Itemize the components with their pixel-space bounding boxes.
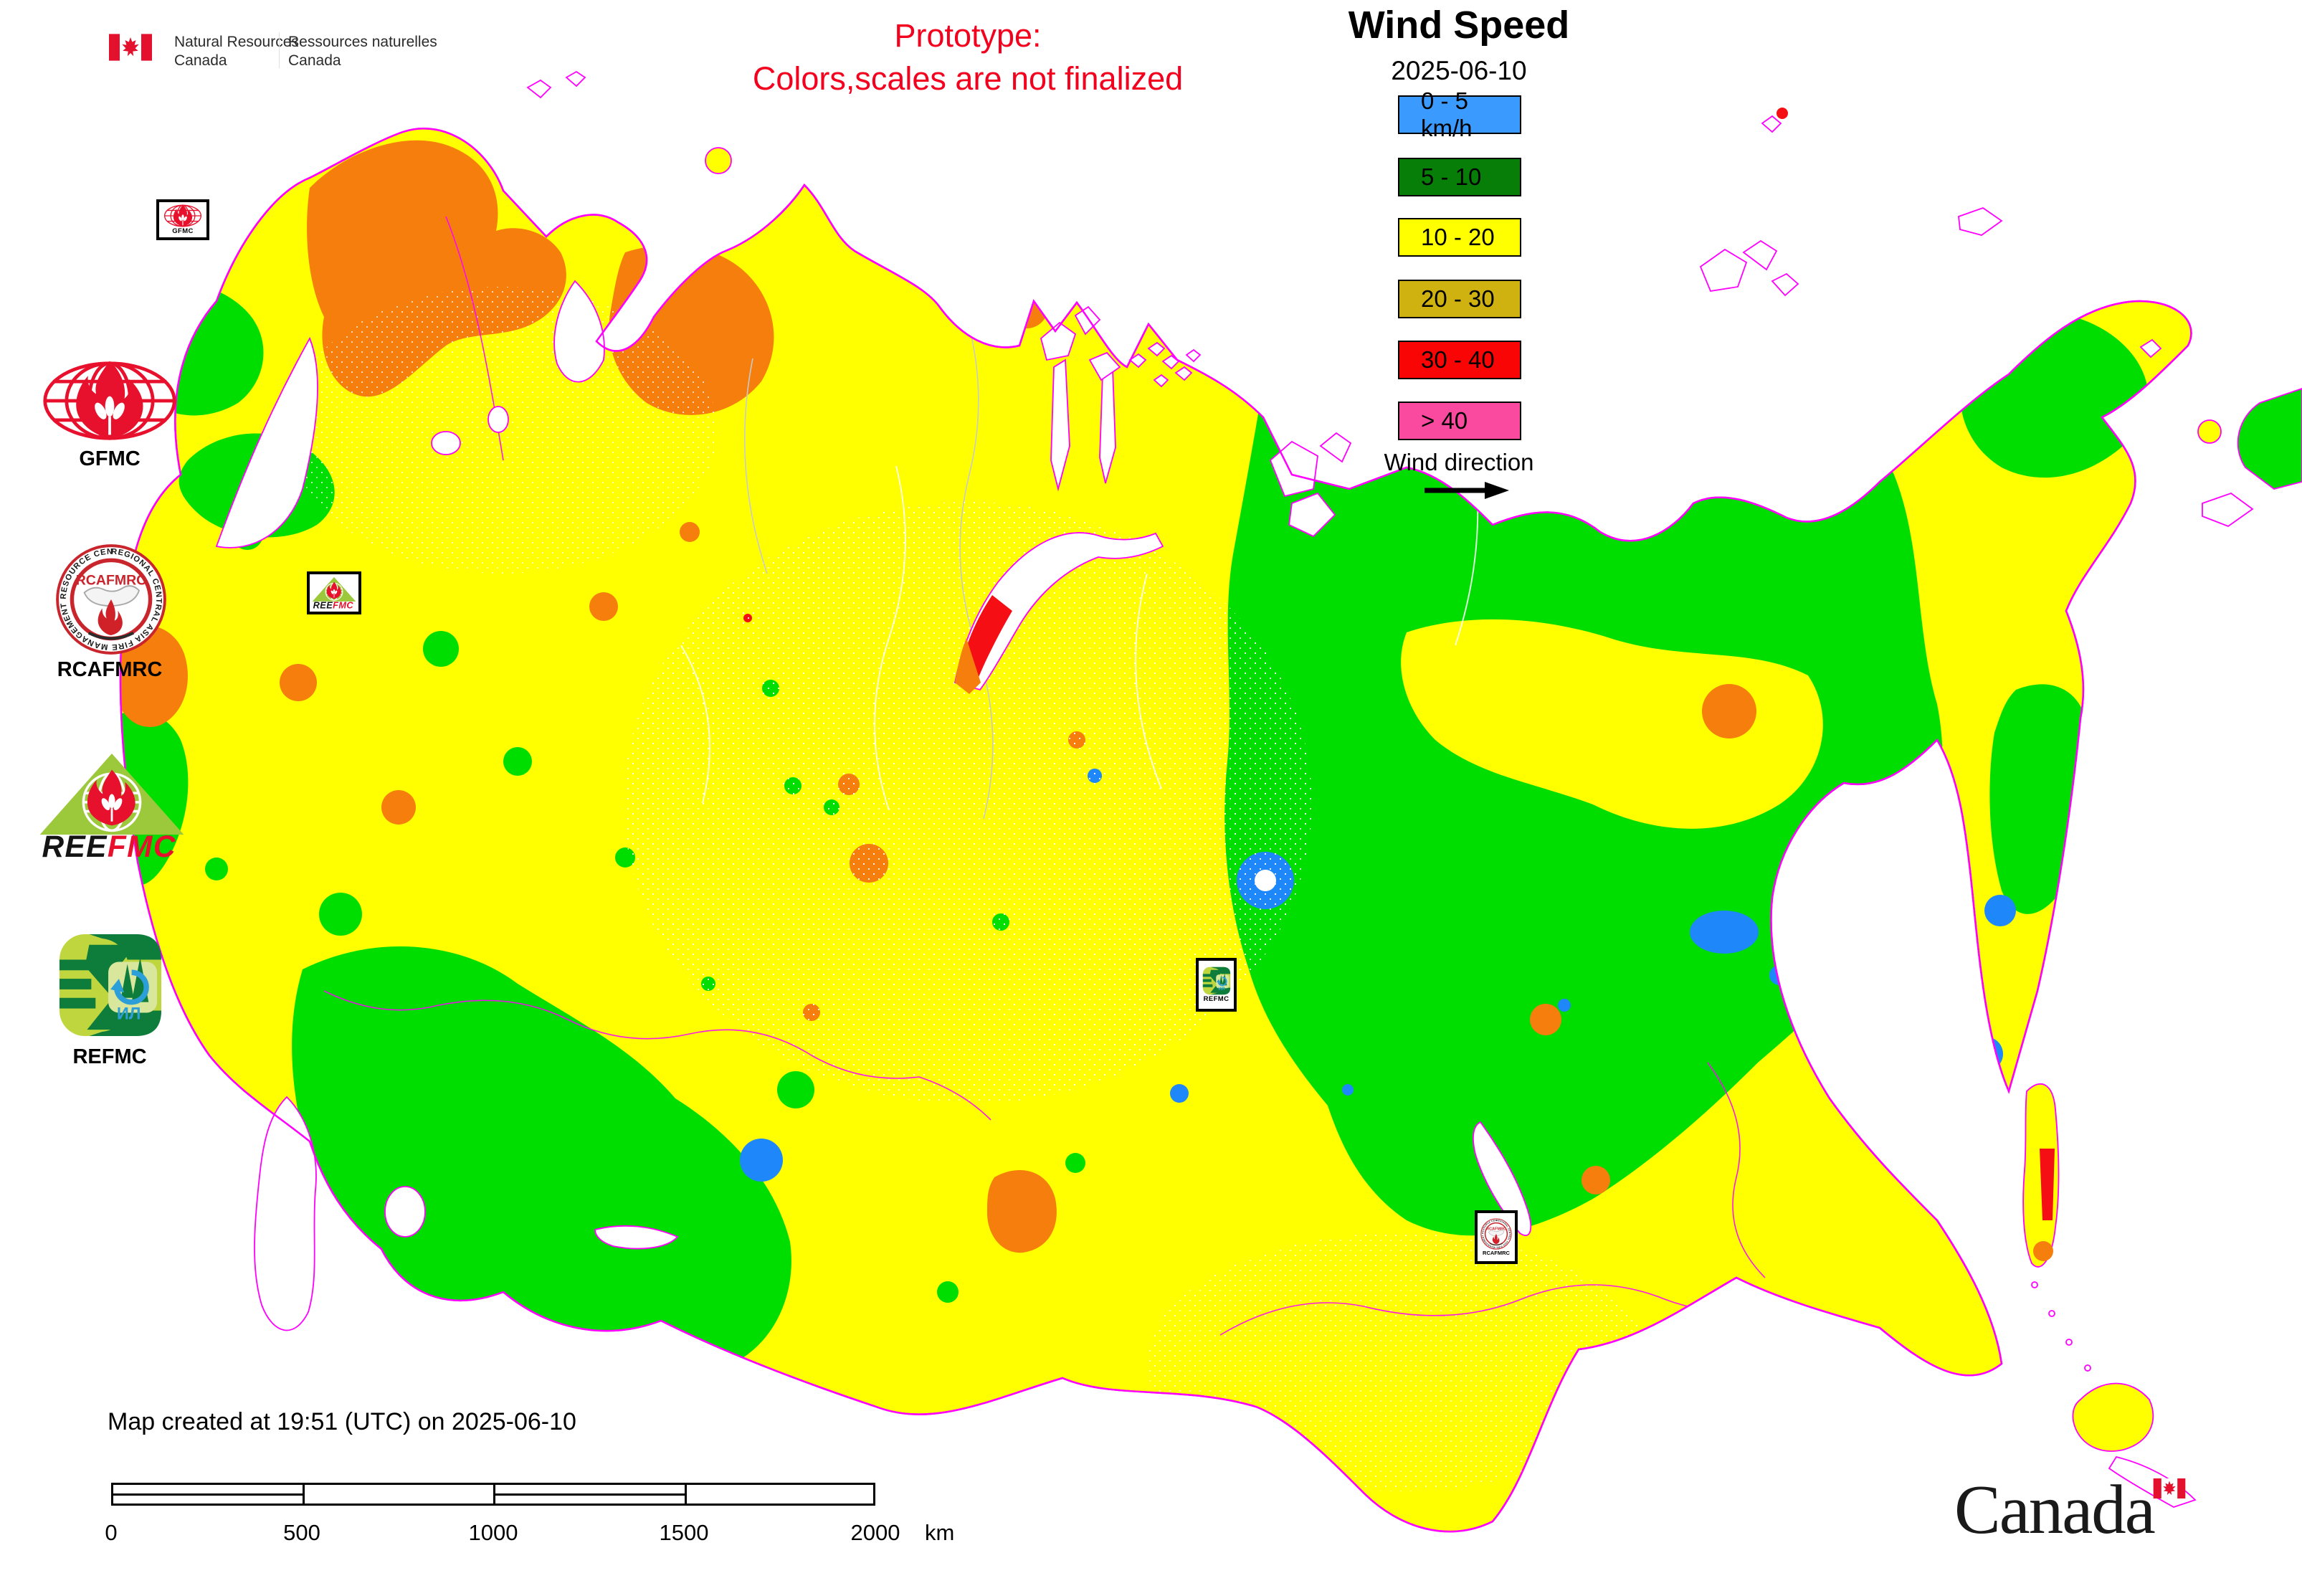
rcafmrc-marker-label: RCAFMRC (1483, 1250, 1510, 1256)
prototype-line2: Colors,scales are not finalized (752, 60, 1184, 97)
dept-name-english: Natural Resources Canada (174, 33, 299, 70)
legend-class-40-plus: > 40 (1398, 402, 1521, 440)
legend-label: 10 - 20 (1421, 224, 1495, 250)
map-marker-gfmc: GFMC (156, 199, 209, 240)
scale-midline (495, 1493, 685, 1496)
scale-bar (111, 1483, 875, 1506)
legend-label: 20 - 30 (1421, 285, 1495, 312)
gfmc-marker-label: GFMC (172, 227, 194, 235)
reefmc-marker-icon (311, 576, 357, 609)
seas-and-lakes (215, 280, 1532, 1331)
canada-wordmark-flag-icon (2151, 1478, 2188, 1498)
dept-en-line1: Natural Resources (174, 34, 299, 50)
legend-label: 5 - 10 (1421, 163, 1482, 190)
prototype-disclaimer: Prototype: Colors,scales are not finaliz… (681, 14, 1255, 100)
wind-speed-fields (120, 140, 2149, 1491)
scale-tick-0: 0 (105, 1520, 118, 1545)
map-marker-rcafmrc: RCAFMRC (1475, 1210, 1518, 1264)
gfmc-marker-icon (163, 204, 202, 227)
header-divider (279, 32, 280, 68)
refmc-marker-label: REFMC (1203, 995, 1230, 1003)
canada-wordmark: Canada (1954, 1471, 2156, 1548)
rcafmrc-label: RCAFMRC (57, 658, 163, 681)
legend-title: Wind Speed (1348, 4, 1570, 47)
map-marker-reefmc (307, 571, 361, 614)
legend-date: 2025-06-10 (1391, 56, 1527, 85)
map-marker-refmc: REFMC (1196, 958, 1237, 1012)
legend-label: 30 - 40 (1421, 346, 1495, 373)
rcafmrc-logo (55, 543, 167, 655)
dept-en-line2: Canada (174, 52, 227, 69)
legend-label: > 40 (1421, 407, 1468, 434)
islands (526, 70, 2302, 1508)
scale-divider (303, 1485, 305, 1504)
dept-name-french: Ressources naturelles Canada (288, 33, 437, 70)
rcafmrc-marker-icon (1480, 1218, 1512, 1250)
scale-midline (113, 1493, 303, 1496)
map-created-timestamp: Map created at 19:51 (UTC) on 2025-06-10 (108, 1408, 576, 1435)
scale-tick-500: 500 (283, 1520, 320, 1545)
dept-fr-line1: Ressources naturelles (288, 34, 437, 50)
prototype-line1: Prototype: (894, 17, 1042, 54)
refmc-logo (57, 932, 163, 1038)
legend-class-10-20: 10 - 20 (1398, 218, 1521, 257)
legend-class-0-5: 0 - 5 km/h (1398, 87, 1521, 141)
refmc-label: REFMC (72, 1045, 147, 1068)
dept-fr-line2: Canada (288, 52, 341, 69)
canada-flag-icon (109, 32, 152, 63)
legend-class-5-10: 5 - 10 (1398, 158, 1521, 196)
wind-direction-arrow-icon (1425, 482, 1509, 499)
wind-direction-label: Wind direction (1384, 449, 1534, 475)
legend-label: 0 - 5 km/h (1421, 87, 1473, 141)
scale-divider (685, 1485, 687, 1504)
scale-tick-2000: 2000 (850, 1520, 900, 1545)
legend-class-20-30: 20 - 30 (1398, 280, 1521, 318)
gfmc-logo (42, 360, 178, 442)
gfmc-label: GFMC (79, 447, 141, 470)
refmc-marker-icon (1202, 966, 1231, 995)
scale-tick-1000: 1000 (468, 1520, 518, 1545)
legend-class-30-40: 30 - 40 (1398, 341, 1521, 379)
scale-divider (493, 1485, 495, 1504)
scale-tick-1500: 1500 (659, 1520, 709, 1545)
reefmc-logo (36, 751, 188, 861)
scale-unit: km (925, 1520, 955, 1545)
